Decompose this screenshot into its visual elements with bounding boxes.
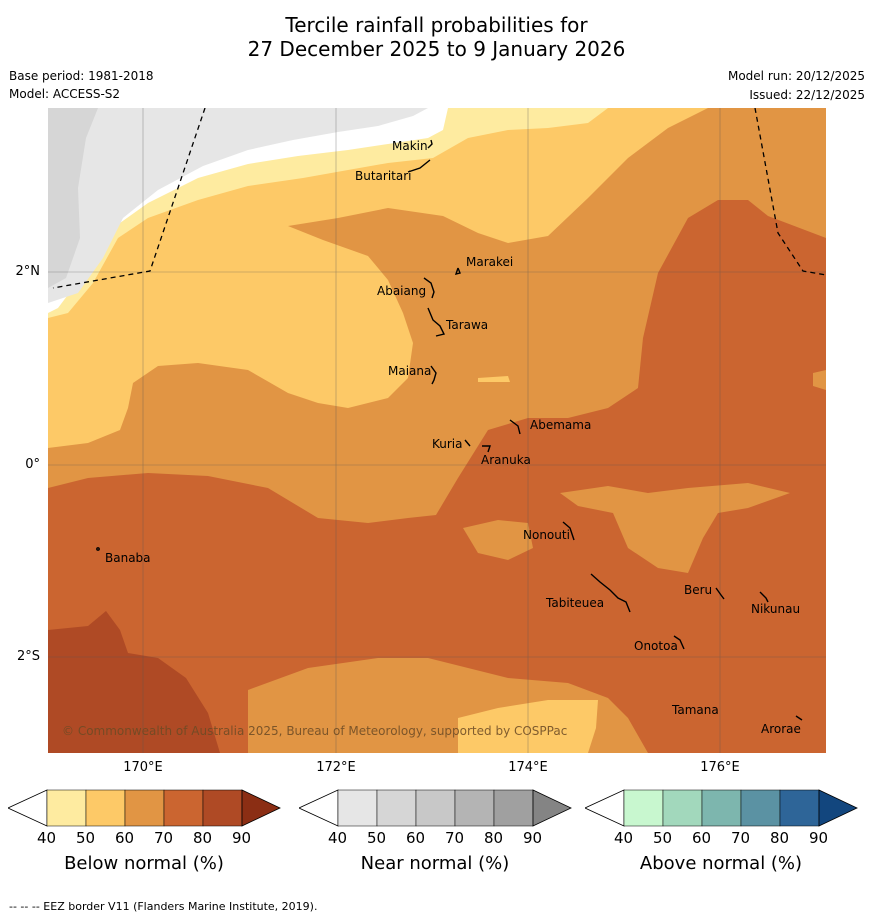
region-below-60-70-b [560, 483, 790, 573]
colorbar-label-near: Near normal (%) [360, 853, 510, 874]
below-swatch-1 [46, 789, 87, 827]
eez-border [52, 108, 826, 289]
above-swatch-1 [623, 789, 664, 827]
above-swatch-5 [779, 789, 820, 827]
below-tick: 80 [193, 829, 213, 847]
above-swatch-3 [701, 789, 742, 827]
colorbar-near-normal [299, 789, 572, 827]
near-swatch-4 [454, 789, 495, 827]
above-swatch-4 [740, 789, 781, 827]
near-swatch-5 [493, 789, 534, 827]
above-tick: 40 [614, 829, 634, 847]
above-swatch-0 [585, 789, 625, 827]
below-tick: 90 [232, 829, 252, 847]
below-tick: 70 [154, 829, 174, 847]
place-label-abaiang: Abaiang [377, 284, 427, 298]
below-swatch-6 [241, 789, 281, 827]
place-label-maiana: Maiana [388, 364, 432, 378]
region-near-50-60 [48, 108, 98, 288]
below-swatch-3 [124, 789, 165, 827]
lat-label-2n: 2°N [15, 264, 41, 279]
near-tick: 70 [445, 829, 465, 847]
near-swatch-3 [415, 789, 456, 827]
place-label-makin: Makin [392, 139, 428, 153]
place-label-marakei: Marakei [466, 255, 514, 269]
colorbar-label-above: Above normal (%) [639, 853, 803, 874]
place-label-kuria: Kuria [432, 437, 463, 451]
place-label-arorae: Arorae [761, 722, 801, 736]
graticule [48, 108, 826, 753]
above-tick: 80 [770, 829, 790, 847]
place-label-tabiteuea: Tabiteuea [546, 596, 605, 610]
place-label-nonouti: Nonouti [523, 528, 570, 542]
model-name: Model: ACCESS-S2 [9, 87, 121, 101]
below-swatch-2 [85, 789, 126, 827]
colorbar-below-normal [8, 789, 281, 827]
region-below-60-70-c [463, 520, 533, 560]
map-title-line2: 27 December 2025 to 9 January 2026 [247, 37, 626, 61]
eez-footnote: -- -- -- EEZ border V11 (Flanders Marine… [9, 900, 318, 913]
colorbar-label-below: Below normal (%) [64, 853, 224, 874]
place-label-tamana: Tamana [672, 703, 719, 717]
colorbar-above-normal [585, 789, 858, 827]
below-tick: 60 [115, 829, 135, 847]
near-tick: 60 [406, 829, 426, 847]
model-run: Model run: 20/12/2025 [727, 69, 865, 83]
above-swatch-2 [662, 789, 703, 827]
place-label-banaba: Banaba [105, 551, 151, 565]
place-label-tarawa: Tarawa [446, 318, 489, 332]
near-tick: 90 [523, 829, 543, 847]
map-title-line1: Tercile rainfall probabilities for [285, 13, 588, 37]
below-swatch-0 [8, 789, 48, 827]
copyright-notice: © Commonwealth of Australia 2025, Bureau… [62, 724, 568, 738]
below-swatch-5 [202, 789, 243, 827]
above-swatch-6 [818, 789, 858, 827]
lat-label-2s: 2°S [16, 649, 40, 664]
near-swatch-0 [299, 789, 339, 827]
near-swatch-2 [376, 789, 417, 827]
above-tick: 90 [809, 829, 829, 847]
place-label-nikunau: Nikunau [751, 602, 801, 616]
place-label-beru: Beru [684, 583, 713, 597]
place-label-butaritari: Butaritari [355, 169, 412, 183]
above-tick: 60 [692, 829, 712, 847]
place-label-onotoa: Onotoa [634, 639, 678, 653]
near-tick: 50 [367, 829, 387, 847]
above-tick: 50 [653, 829, 673, 847]
island-outlines [96, 139, 803, 721]
near-tick: 40 [328, 829, 348, 847]
lon-label-170e: 170°E [123, 760, 163, 775]
lon-label-174e: 174°E [508, 760, 548, 775]
below-tick: 40 [37, 829, 57, 847]
above-tick: 70 [731, 829, 751, 847]
place-label-abemama: Abemama [530, 418, 592, 432]
issued-date: Issued: 22/12/2025 [749, 88, 865, 102]
region-below-80-90 [48, 611, 220, 753]
lat-label-0: 0° [25, 457, 40, 472]
place-label-aranuka: Aranuka [481, 453, 531, 467]
near-tick: 80 [484, 829, 504, 847]
region-below-60-70-d [813, 370, 826, 390]
lon-label-172e: 172°E [316, 760, 356, 775]
base-period: Base period: 1981-2018 [9, 69, 154, 83]
lon-label-176e: 176°E [700, 760, 740, 775]
below-tick: 50 [76, 829, 96, 847]
near-swatch-6 [532, 789, 572, 827]
below-swatch-4 [163, 789, 204, 827]
probability-map [48, 108, 826, 753]
near-swatch-1 [337, 789, 378, 827]
region-below-50-60-b [478, 376, 510, 382]
